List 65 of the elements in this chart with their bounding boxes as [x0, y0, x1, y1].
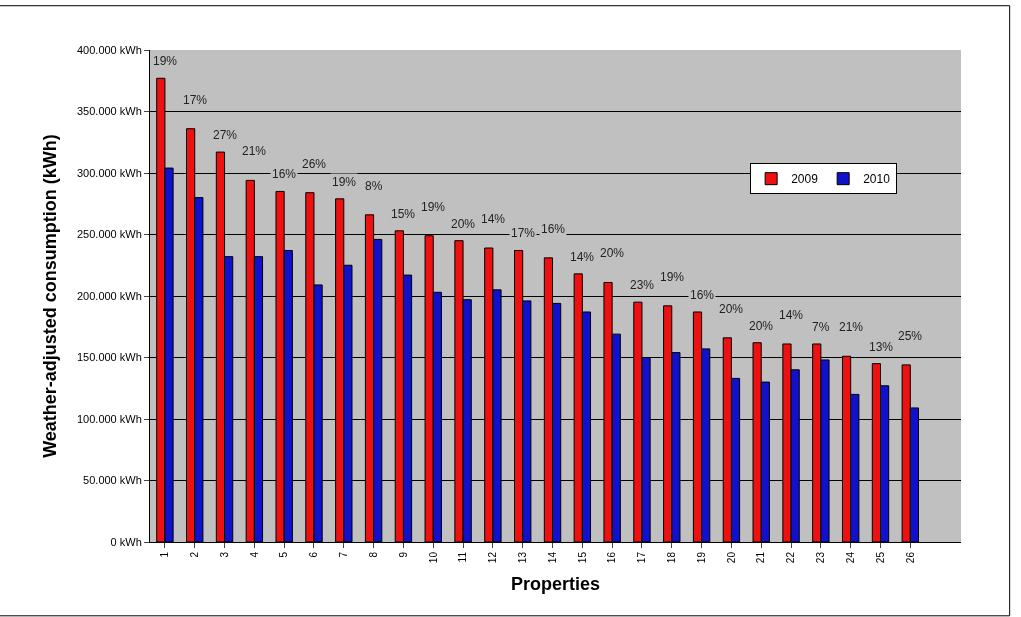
- x-tick-label: 12: [487, 551, 499, 564]
- x-tick-label: 19: [695, 551, 707, 564]
- y-tick-label: 200.000 kWh: [76, 289, 142, 302]
- x-tick-label: 2: [188, 551, 200, 558]
- x-tick-label: 11: [457, 551, 469, 563]
- annotation: 16%: [690, 288, 715, 302]
- y-tick-label: 400.000 kWh: [76, 43, 142, 56]
- annotation: 16%: [541, 222, 566, 236]
- annotation: 25%: [898, 329, 923, 343]
- x-tick-label: 18: [666, 551, 678, 564]
- x-tick-label: 7: [338, 551, 350, 558]
- x-tick-label: 5: [278, 551, 290, 558]
- annotation: 21%: [839, 320, 864, 334]
- annotation: 20%: [451, 217, 476, 231]
- y-tick-label: 350.000 kWh: [76, 105, 142, 118]
- annotation: 17%: [183, 93, 208, 107]
- x-tick-label: 17: [636, 551, 648, 564]
- x-tick-label: 14: [546, 551, 558, 564]
- annotation: 23%: [630, 278, 655, 292]
- x-tick-label: 13: [516, 551, 528, 564]
- x-tick-label: 8: [367, 551, 379, 558]
- annotation: 14%: [481, 212, 506, 226]
- annotation: 20%: [719, 302, 744, 316]
- x-tick-label: 15: [576, 551, 588, 564]
- annotation: 19%: [421, 200, 446, 214]
- annotation: 16%: [272, 167, 297, 181]
- annotation: 14%: [570, 250, 595, 264]
- annotation: 21%: [242, 144, 267, 158]
- x-tick-label: 22: [785, 551, 797, 564]
- x-tick-label: 21: [755, 551, 767, 564]
- annotation: 17%: [511, 226, 536, 240]
- annotation: 27%: [213, 128, 238, 142]
- x-tick-label: 9: [397, 551, 409, 558]
- x-tick-label: 16: [606, 551, 618, 564]
- annotation: 19%: [660, 270, 685, 284]
- x-tick-label: 10: [427, 551, 439, 564]
- x-tick-label: 3: [218, 551, 230, 558]
- y-tick-label: 150.000 kWh: [76, 351, 142, 364]
- annotation: 8%: [365, 179, 383, 193]
- x-tick-label: 6: [308, 551, 320, 558]
- x-tick-label: 25: [874, 551, 886, 564]
- x-tick-label: 23: [815, 551, 827, 564]
- annotation: 14%: [779, 308, 804, 322]
- legend-label: 2009: [791, 172, 819, 187]
- annotation: 7%: [812, 320, 830, 334]
- annotation: 19%: [332, 175, 357, 189]
- y-tick-label: 50.000 kWh: [83, 474, 142, 487]
- legend-label: 2010: [863, 172, 891, 187]
- y-tick-label: 300.000 kWh: [76, 166, 142, 179]
- x-tick-label: 1: [159, 551, 171, 558]
- annotation: 20%: [749, 319, 774, 333]
- annotation: 20%: [600, 246, 625, 260]
- annotation: 13%: [869, 340, 894, 354]
- x-axis-title: Properties: [510, 574, 601, 595]
- annotation: 26%: [302, 157, 327, 171]
- x-tick-label: 4: [248, 551, 260, 558]
- y-axis-title: Weather-adjusted consumption (kWh): [40, 134, 61, 458]
- annotation: 15%: [391, 207, 416, 221]
- y-tick-label: 250.000 kWh: [76, 228, 142, 241]
- y-tick-label: 100.000 kWh: [76, 412, 142, 425]
- x-tick-label: 24: [844, 551, 856, 564]
- x-tick-label: 26: [904, 551, 916, 564]
- annotation: 19%: [153, 54, 178, 68]
- x-tick-label: 20: [725, 551, 737, 564]
- y-tick-label: 0 kWh: [110, 535, 142, 548]
